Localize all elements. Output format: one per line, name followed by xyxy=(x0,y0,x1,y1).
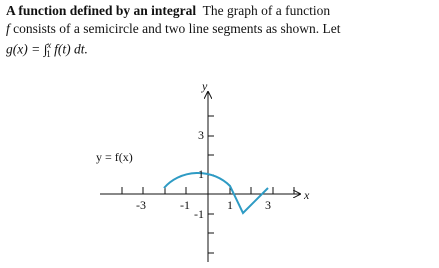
text-line: f consists of a semicircle and two line … xyxy=(6,21,340,37)
formula: g(x) = ∫ xyxy=(6,41,48,57)
text: f xyxy=(6,21,10,36)
heading: A function defined by an integral xyxy=(6,3,197,18)
x-tick-label: 3 xyxy=(265,198,271,212)
y-ticks xyxy=(208,115,214,254)
y-tick-label: 3 xyxy=(198,128,204,142)
text-line: g(x) = ∫x1 f(t) dt. xyxy=(6,40,88,59)
formula: 1 xyxy=(46,49,51,60)
x-ticks xyxy=(121,187,295,194)
x-tick-label: -1 xyxy=(180,198,190,212)
axis-label: y xyxy=(201,79,208,93)
formula: f(t) dt. xyxy=(54,41,88,57)
axis-label: x xyxy=(303,188,310,202)
y-tick-label: -1 xyxy=(194,207,204,221)
curve-label: y = f(x) xyxy=(96,150,133,164)
text-line: A function defined by an integral The gr… xyxy=(6,3,330,19)
y-tick-label: 1 xyxy=(198,167,204,181)
curve xyxy=(163,171,269,215)
text: The graph of a function xyxy=(202,3,331,18)
formula: x xyxy=(47,40,52,50)
x-tick-label: -3 xyxy=(136,198,146,212)
text: consists of a semicircle and two line se… xyxy=(13,21,341,36)
x-tick-label: 1 xyxy=(227,198,233,212)
